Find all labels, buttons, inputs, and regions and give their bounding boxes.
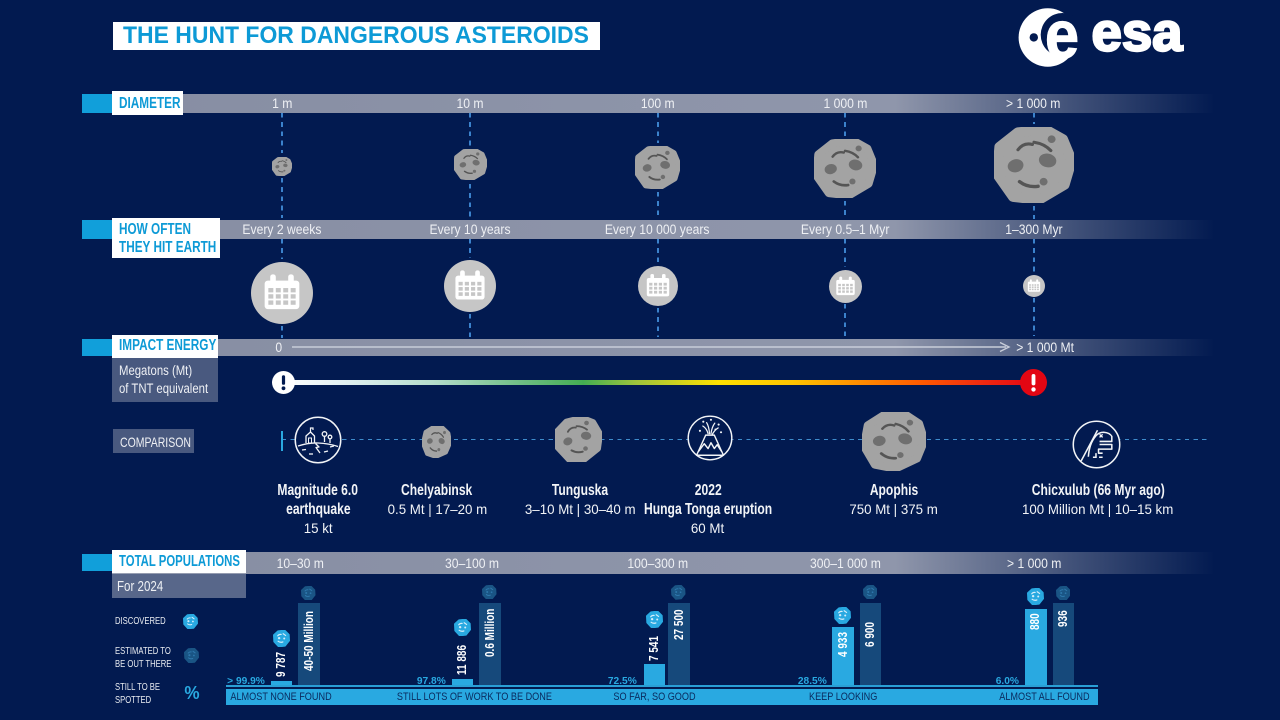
svg-text:esa: esa: [1092, 3, 1184, 63]
svg-text:e: e: [1045, 0, 1079, 73]
